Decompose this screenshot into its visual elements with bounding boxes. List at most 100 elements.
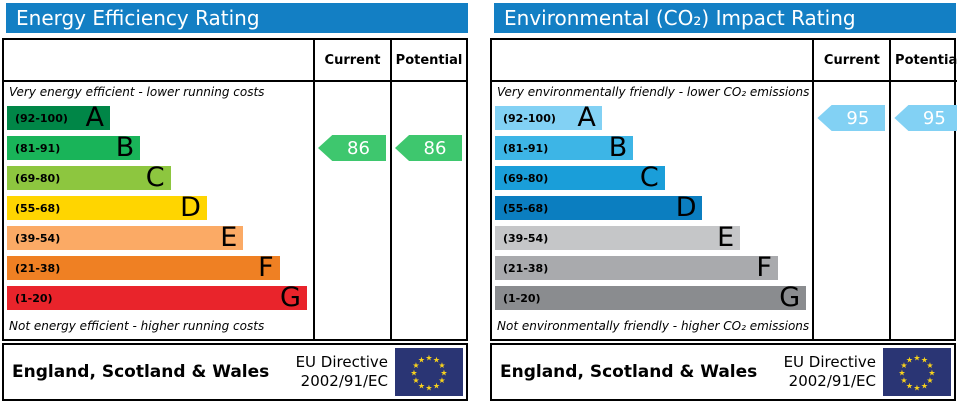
svg-text:★: ★ <box>926 361 933 370</box>
band-d-letter: D <box>180 192 201 223</box>
band-row-b: (81-91) B <box>7 133 310 163</box>
svg-text:★: ★ <box>433 382 440 391</box>
svg-text:★: ★ <box>412 361 419 370</box>
energy-panel-title: Energy Efficiency Rating <box>6 3 468 33</box>
band-b-letter: B <box>608 132 628 163</box>
band-e-range: (39-54) <box>503 231 549 245</box>
band-row-d: (55-68) D <box>495 193 809 223</box>
eu-directive-line1: EU Directive <box>295 353 388 372</box>
band-g-letter: G <box>779 282 801 313</box>
band-g-range: (1-20) <box>15 291 53 305</box>
band-c-range: (69-80) <box>503 171 549 185</box>
energy-panel-footer: England, Scotland & Wales EU Directive 2… <box>2 343 468 401</box>
svg-text:★: ★ <box>913 384 920 393</box>
chart-corner-cell <box>492 40 813 82</box>
band-a-letter: A <box>85 102 105 133</box>
svg-text:★: ★ <box>418 382 425 391</box>
current-column-header: Current <box>313 40 390 82</box>
band-g-range: (1-20) <box>503 291 541 305</box>
eu-flag-icon: ★ ★ ★★ ★★ ★★ ★★ ★★ <box>883 348 951 396</box>
potential-column-header: Potential <box>390 40 466 82</box>
chart-corner-cell <box>4 40 313 82</box>
eu-flag-icon: ★ ★ ★★ ★★ ★★ ★★ ★★ <box>395 348 463 396</box>
band-f-range: (21-38) <box>15 261 61 275</box>
band-c-range: (69-80) <box>15 171 61 185</box>
band-b: (81-91) B <box>7 134 141 161</box>
svg-text:★: ★ <box>418 356 425 365</box>
band-g: (1-20) G <box>495 282 807 313</box>
band-d-range: (55-68) <box>15 201 61 215</box>
co2-current-cell: 95 <box>812 82 889 339</box>
band-a-range: (92-100) <box>15 111 68 125</box>
potential-column-header: Potential <box>889 40 957 82</box>
band-e-letter: E <box>717 222 735 253</box>
svg-text:★: ★ <box>438 376 445 385</box>
band-d: (55-68) D <box>7 192 207 223</box>
svg-text:★: ★ <box>928 369 935 378</box>
band-row-e: (39-54) E <box>495 223 809 253</box>
energy-potential-cell: 86 <box>390 82 466 339</box>
energy-bottom-caption: Not energy efficient - higher running co… <box>9 319 265 333</box>
band-d-letter: D <box>675 192 697 223</box>
band-c: (69-80) C <box>495 164 665 191</box>
band-d: (55-68) D <box>495 192 703 223</box>
svg-text:★: ★ <box>412 376 419 385</box>
potential-rating-arrow: 86 <box>395 135 462 161</box>
eu-directive-line2: 2002/91/EC <box>788 372 876 390</box>
energy-top-caption: Very energy efficient - lower running co… <box>9 85 265 99</box>
band-d-range: (55-68) <box>503 201 549 215</box>
band-row-b: (81-91) B <box>495 133 809 163</box>
environmental-panel-title: Environmental (CO₂) Impact Rating <box>494 3 956 33</box>
band-g: (1-20) G <box>7 282 307 313</box>
band-b-range: (81-91) <box>503 141 549 155</box>
energy-bands-column: Very energy efficient - lower running co… <box>4 82 313 339</box>
band-a: (92-100) A <box>495 104 602 131</box>
svg-text:★: ★ <box>906 356 913 365</box>
svg-text:★: ★ <box>425 354 432 363</box>
band-c: (69-80) C <box>7 162 171 193</box>
band-e-letter: E <box>220 222 238 253</box>
band-row-f: (21-38) F <box>495 253 809 283</box>
svg-text:★: ★ <box>913 354 920 363</box>
band-row-c: (69-80) C <box>7 163 310 193</box>
eu-directive-label: EU Directive 2002/91/EC <box>784 353 883 391</box>
band-f: (21-38) F <box>495 252 778 283</box>
svg-text:★: ★ <box>921 382 928 391</box>
environmental-impact-panel: Environmental (CO₂) Impact Rating Curren… <box>490 3 957 401</box>
eu-directive-line2: 2002/91/EC <box>300 372 388 390</box>
energy-efficiency-panel: Energy Efficiency Rating Current Potenti… <box>2 3 468 401</box>
band-g-letter: G <box>280 282 301 313</box>
svg-text:★: ★ <box>433 356 440 365</box>
band-f-letter: F <box>756 252 772 283</box>
band-row-a: (92-100) A <box>7 103 310 133</box>
eu-directive-label: EU Directive 2002/91/EC <box>296 353 395 391</box>
band-row-g: (1-20) G <box>7 283 310 313</box>
co2-bands-column: Very environmentally friendly - lower CO… <box>492 82 812 339</box>
co2-top-caption: Very environmentally friendly - lower CO… <box>497 85 810 99</box>
svg-text:★: ★ <box>900 361 907 370</box>
svg-text:★: ★ <box>425 384 432 393</box>
region-label: England, Scotland & Wales <box>12 362 270 382</box>
band-b: (81-91) B <box>495 132 634 163</box>
band-f-range: (21-38) <box>503 261 549 275</box>
svg-text:★: ★ <box>410 369 417 378</box>
band-a: (92-100) A <box>7 102 111 133</box>
environmental-rating-chart: Current Potential Very environmentally f… <box>490 38 957 341</box>
band-row-a: (92-100) A <box>495 103 809 133</box>
energy-rating-chart: Current Potential Very energy efficient … <box>2 38 468 341</box>
energy-current-cell: 86 <box>313 82 390 339</box>
co2-bottom-caption: Not environmentally friendly - higher CO… <box>497 319 810 333</box>
band-c-letter: C <box>145 162 165 193</box>
current-column-header: Current <box>812 40 890 82</box>
band-row-g: (1-20) G <box>495 283 809 313</box>
svg-text:★: ★ <box>906 382 913 391</box>
svg-text:★: ★ <box>440 369 447 378</box>
band-b-range: (81-91) <box>15 141 61 155</box>
environmental-panel-footer: England, Scotland & Wales EU Directive 2… <box>490 343 956 401</box>
band-f-letter: F <box>258 252 274 283</box>
band-e: (39-54) E <box>7 222 244 253</box>
current-rating-arrow: 86 <box>318 135 386 161</box>
svg-text:★: ★ <box>926 376 933 385</box>
band-e: (39-54) E <box>495 222 741 253</box>
